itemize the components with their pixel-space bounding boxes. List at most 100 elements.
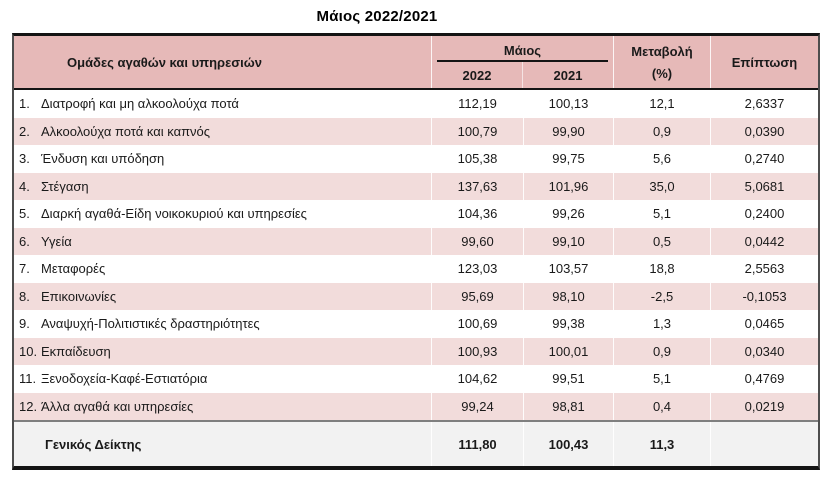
cell-change: 5,1 — [613, 200, 710, 228]
cell-2022: 104,36 — [431, 200, 523, 228]
price-index-table: Ομάδες αγαθών και υπηρεσιών Μάιος 2022 2… — [12, 33, 820, 470]
table-row: 2. Αλκοολούχα ποτά και καπνός 100,79 99,9… — [14, 117, 818, 145]
table-row: 9. Αναψυχή-Πολιτιστικές δραστηριότητες 10… — [14, 310, 818, 338]
cell-impact: 0,0465 — [710, 310, 818, 338]
cell-2022: 99,60 — [431, 227, 523, 255]
cell-change: 5,1 — [613, 365, 710, 393]
cell-2022: 137,63 — [431, 172, 523, 200]
row-number: 7. — [19, 261, 30, 277]
cell-impact: 0,0219 — [710, 392, 818, 420]
cell-2021: 99,10 — [523, 227, 613, 255]
table-row: 3. Ένδυση και υπόδηση 105,38 99,75 5,6 0,… — [14, 145, 818, 173]
row-name: Επικοινωνίες — [41, 288, 117, 304]
row-name: Εκπαίδευση — [41, 343, 111, 359]
table-title: Μάιος 2022/2021 — [316, 8, 438, 25]
cell-2022: 100,69 — [431, 310, 523, 338]
cell-2022: 95,69 — [431, 282, 523, 310]
row-number: 5. — [19, 206, 30, 222]
cell-2021: 98,81 — [523, 392, 613, 420]
cell-2022: 100,79 — [431, 117, 523, 145]
table-row: 8. Επικοινωνίες 95,69 98,10 -2,5 -0,1053 — [14, 282, 818, 310]
header-groups: Ομάδες αγαθών και υπηρεσιών — [14, 36, 431, 88]
row-number: 2. — [19, 123, 30, 139]
cell-2021: 100,01 — [523, 337, 613, 365]
cell-2022: 111,80 — [431, 422, 523, 466]
header-impact-label: Επίπτωση — [731, 54, 798, 70]
table-row: 10. Εκπαίδευση 100,93 100,01 0,9 0,0340 — [14, 337, 818, 365]
row-number: 4. — [19, 178, 30, 194]
cell-2022: 104,62 — [431, 365, 523, 393]
general-index-label: Γενικός Δείκτης — [45, 436, 142, 452]
cell-impact — [710, 422, 818, 466]
row-number: 11. — [19, 371, 37, 387]
cell-change: 0,4 — [613, 392, 710, 420]
table-row: 12. Άλλα αγαθά και υπηρεσίες 99,24 98,81 … — [14, 392, 818, 420]
header-month-label: Μάιος — [503, 43, 542, 58]
row-number: 6. — [19, 233, 30, 249]
cell-change: -2,5 — [613, 282, 710, 310]
table-row: 4. Στέγαση 137,63 101,96 35,0 5,0681 — [14, 172, 818, 200]
cell-impact: 0,4769 — [710, 365, 818, 393]
row-name: Υγεία — [41, 233, 72, 249]
cell-2021: 99,38 — [523, 310, 613, 338]
table-row: 11. Ξενοδοχεία-Καφέ-Εστιατόρια 104,62 99,… — [14, 365, 818, 393]
cell-change: 35,0 — [613, 172, 710, 200]
cell-change: 18,8 — [613, 255, 710, 283]
cell-2021: 100,43 — [523, 422, 613, 466]
cell-impact: 0,2400 — [710, 200, 818, 228]
header-groups-label: Ομάδες αγαθών και υπηρεσιών — [67, 54, 262, 70]
header-month-group: Μάιος 2022 2021 — [431, 36, 613, 88]
cell-2021: 101,96 — [523, 172, 613, 200]
row-name: Στέγαση — [41, 178, 89, 194]
header-years: 2022 2021 — [432, 62, 613, 88]
cell-2022: 112,19 — [431, 90, 523, 118]
cell-2022: 123,03 — [431, 255, 523, 283]
cell-2021: 100,13 — [523, 90, 613, 118]
cell-2022: 99,24 — [431, 392, 523, 420]
header-change-line2: (%) — [651, 65, 673, 81]
header-month-underline — [437, 60, 608, 62]
cell-impact: 5,0681 — [710, 172, 818, 200]
table-row: 1. Διατροφή και μη αλκοολούχα ποτά 112,19… — [14, 90, 818, 118]
cell-impact: 0,0390 — [710, 117, 818, 145]
row-number: 1. — [19, 96, 30, 112]
row-number: 8. — [19, 288, 30, 304]
cell-2021: 103,57 — [523, 255, 613, 283]
row-name: Ξενοδοχεία-Καφέ-Εστιατόρια — [41, 371, 208, 387]
cell-impact: 0,0442 — [710, 227, 818, 255]
cell-change: 5,6 — [613, 145, 710, 173]
row-name: Μεταφορές — [41, 261, 106, 277]
cell-impact: 2,6337 — [710, 90, 818, 118]
row-name: Διαρκή αγαθά-Είδη νοικοκυριού και υπηρεσ… — [41, 206, 307, 222]
cell-change: 0,5 — [613, 227, 710, 255]
table-footer-row: Γενικός Δείκτης 111,80 100,43 11,3 — [14, 420, 818, 466]
cell-2021: 99,51 — [523, 365, 613, 393]
cell-2021: 99,90 — [523, 117, 613, 145]
cell-change: 11,3 — [613, 422, 710, 466]
row-number: 3. — [19, 151, 30, 167]
header-change: Μεταβολή (%) — [613, 36, 710, 88]
row-name: Αναψυχή-Πολιτιστικές δραστηριότητες — [41, 316, 260, 332]
title-row: Μάιος 2022/2021 — [0, 0, 830, 33]
cell-impact: 2,5563 — [710, 255, 818, 283]
header-year-2021: 2021 — [522, 62, 613, 88]
row-number: 9. — [19, 316, 30, 332]
row-number: 10. — [19, 343, 38, 359]
cell-change: 12,1 — [613, 90, 710, 118]
cell-2021: 99,26 — [523, 200, 613, 228]
header-impact: Επίπτωση — [710, 36, 818, 88]
cell-impact: -0,1053 — [710, 282, 818, 310]
table-header: Ομάδες αγαθών και υπηρεσιών Μάιος 2022 2… — [14, 36, 818, 90]
cell-2022: 105,38 — [431, 145, 523, 173]
row-name: Ένδυση και υπόδηση — [41, 151, 165, 167]
row-number: 12. — [19, 398, 38, 414]
cell-change: 0,9 — [613, 117, 710, 145]
table-row: 7. Μεταφορές 123,03 103,57 18,8 2,5563 — [14, 255, 818, 283]
cell-change: 1,3 — [613, 310, 710, 338]
cell-2021: 98,10 — [523, 282, 613, 310]
cell-2021: 99,75 — [523, 145, 613, 173]
header-year-2022: 2022 — [462, 67, 492, 83]
cell-2022: 100,93 — [431, 337, 523, 365]
header-change-line1: Μεταβολή — [631, 43, 693, 59]
